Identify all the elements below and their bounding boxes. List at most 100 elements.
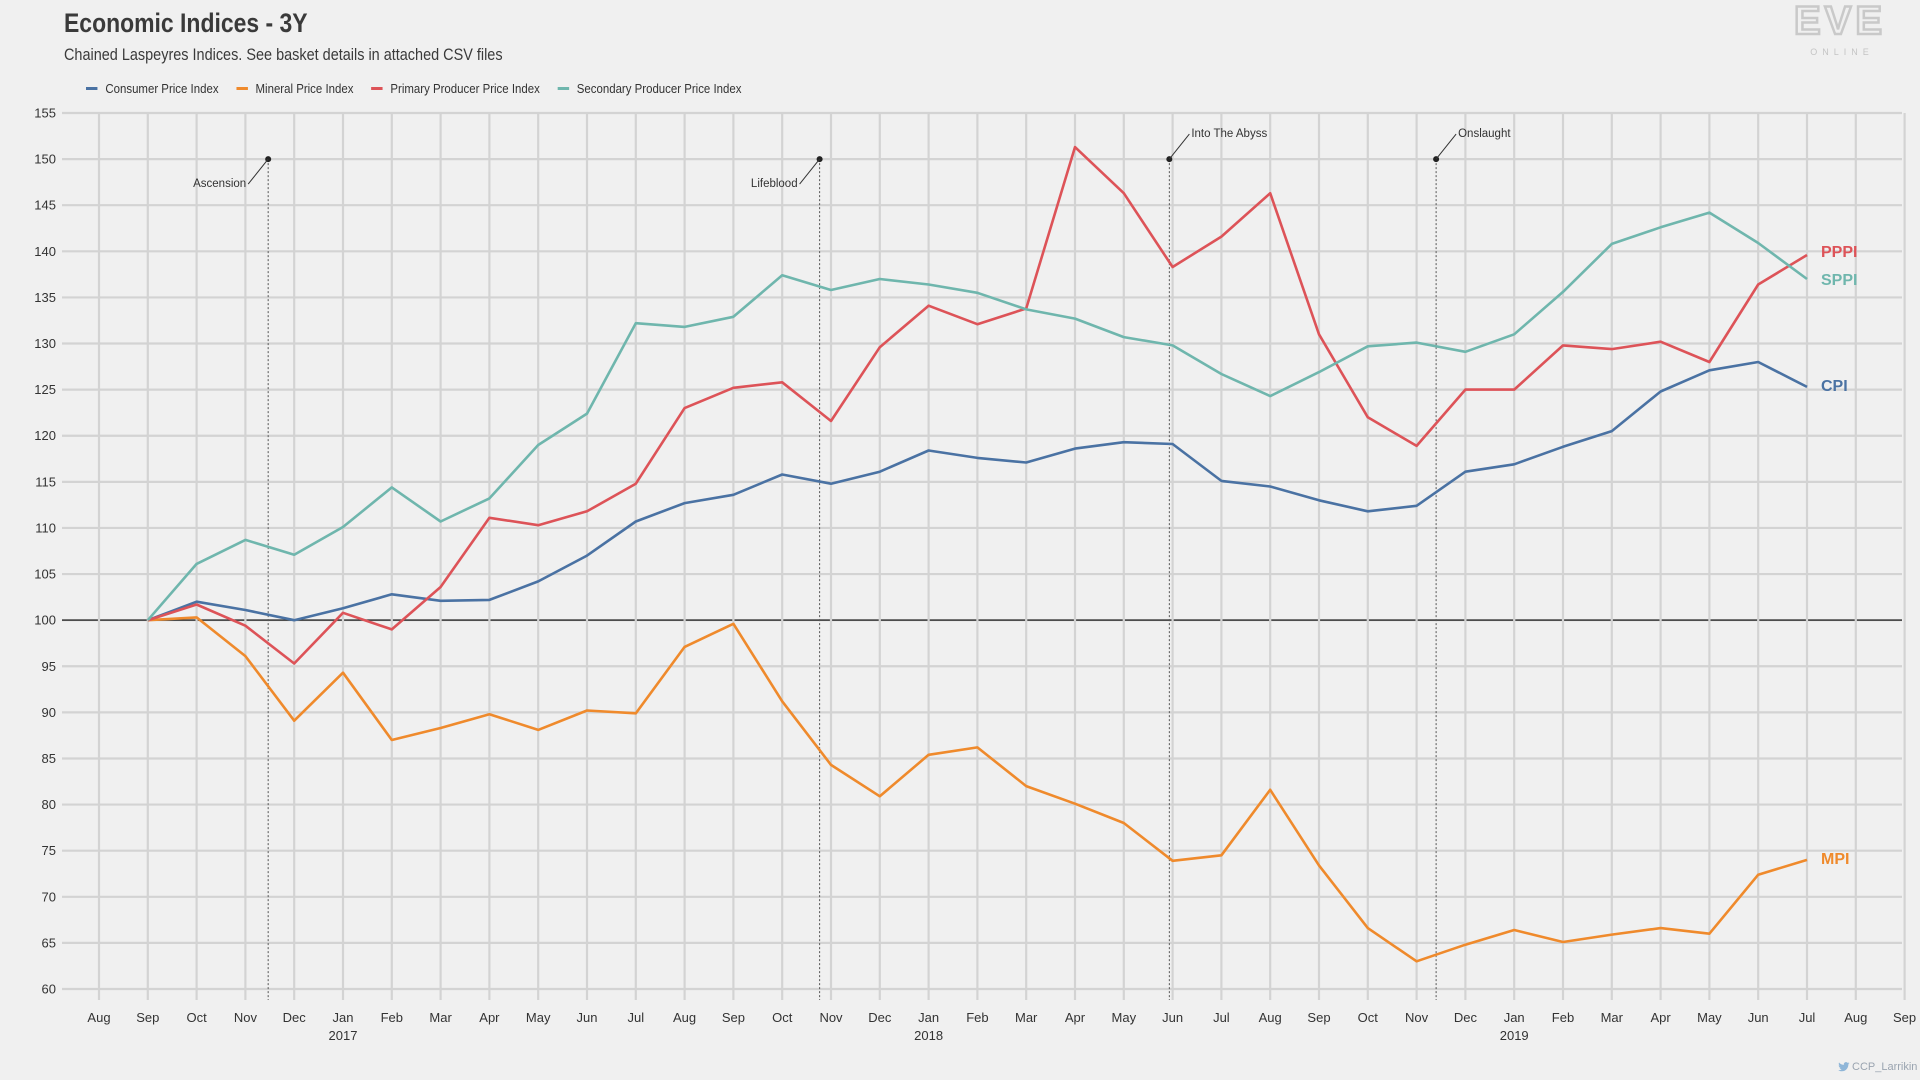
- x-tick-label: Sep: [136, 1010, 159, 1025]
- x-tick-label: Mar: [1015, 1010, 1038, 1025]
- series-line-mpi: [147, 616, 1808, 963]
- x-tick-label: Sep: [1307, 1010, 1330, 1025]
- credit-handle: CCP_Larrikin: [1852, 1061, 1918, 1073]
- x-tick-label: Oct: [772, 1010, 793, 1025]
- y-tick-label: 115: [35, 474, 56, 489]
- x-tick-label: Dec: [283, 1010, 307, 1025]
- legend-swatch: [557, 87, 569, 90]
- x-tick-label: May: [526, 1010, 551, 1025]
- event-leader: [247, 158, 269, 185]
- x-tick-label: Aug: [1844, 1010, 1867, 1025]
- x-tick-label: Feb: [1552, 1010, 1574, 1025]
- y-tick-label: 155: [34, 106, 56, 121]
- x-tick-label: Jan: [1504, 1010, 1525, 1025]
- twitter-bird-icon: [1838, 1062, 1850, 1072]
- legend-item-sppi[interactable]: Secondary Producer Price Index: [557, 81, 741, 96]
- y-tick-label: 60: [42, 982, 56, 997]
- x-tick-label: Jul: [1799, 1010, 1816, 1025]
- event-marker: Ascension: [193, 156, 272, 1000]
- x-tick-label: Jan: [333, 1010, 354, 1025]
- event-leader: [1168, 133, 1190, 160]
- chart-legend: Consumer Price Index Mineral Price Index P…: [86, 81, 741, 96]
- x-tick-label: Apr: [1650, 1010, 1671, 1025]
- x-tick-label: Oct: [186, 1010, 207, 1025]
- series-line-pppi: [147, 145, 1808, 665]
- x-tick-label: Feb: [966, 1010, 988, 1025]
- y-tick-label: 80: [42, 797, 56, 812]
- x-tick-label: Sep: [1893, 1010, 1916, 1025]
- legend-item-mpi[interactable]: Mineral Price Index: [236, 81, 353, 96]
- x-tick-label: Mar: [1601, 1010, 1624, 1025]
- y-tick-label: 140: [34, 244, 56, 259]
- series-line-sppi: [146, 211, 1808, 622]
- series-line-cpi: [147, 360, 1808, 622]
- y-tick-label: 95: [42, 659, 56, 674]
- series-end-label-pppi: PPPI: [1821, 244, 1857, 261]
- x-tick-label: Dec: [868, 1010, 892, 1025]
- y-tick-label: 110: [35, 520, 56, 535]
- x-tick-label: Apr: [479, 1010, 500, 1025]
- x-tick-label: Nov: [819, 1010, 843, 1025]
- legend-item-cpi[interactable]: Consumer Price Index: [86, 81, 219, 96]
- y-tick-label: 125: [34, 382, 56, 397]
- y-tick-label: 105: [34, 567, 56, 582]
- x-tick-label: Mar: [429, 1010, 452, 1025]
- event-marker: Lifeblood: [751, 156, 823, 1000]
- x-tick-label: Jul: [627, 1010, 644, 1025]
- eve-online-logo: EVE ONLINE: [1793, 0, 1886, 57]
- x-tick-label: Apr: [1065, 1010, 1086, 1025]
- logo-sub-text: ONLINE: [1810, 47, 1874, 57]
- logo-main-text: EVE: [1794, 0, 1886, 43]
- series-end-labels: CPI MPI PPPI SPPI: [1821, 244, 1857, 868]
- event-label: Lifeblood: [751, 178, 798, 190]
- x-tick-label: Jun: [1162, 1010, 1183, 1025]
- y-tick-label: 135: [34, 290, 56, 305]
- y-tick-label: 90: [42, 705, 56, 720]
- x-tick-label: Sep: [722, 1010, 745, 1025]
- x-year-label: 2019: [1500, 1028, 1529, 1043]
- x-tick-label: May: [1697, 1010, 1722, 1025]
- x-tick-label: May: [1112, 1010, 1137, 1025]
- x-tick-label: Nov: [1405, 1010, 1429, 1025]
- x-tick-label: Jun: [577, 1010, 598, 1025]
- legend-label: Primary Producer Price Index: [390, 81, 540, 96]
- x-tick-label: Dec: [1454, 1010, 1478, 1025]
- release-events: Ascension Lifeblood Into The Abyss Onslaugh…: [193, 128, 1511, 1000]
- y-tick-label: 75: [42, 843, 56, 858]
- event-leader: [1435, 133, 1457, 160]
- event-marker: Onslaught: [1433, 128, 1511, 1000]
- x-year-label: 2018: [914, 1028, 943, 1043]
- legend-swatch: [371, 87, 383, 90]
- event-label: Ascension: [193, 178, 246, 190]
- x-tick-label: Feb: [381, 1010, 403, 1025]
- event-leader: [799, 158, 821, 185]
- x-year-label: 2017: [329, 1028, 358, 1043]
- series-lines: [146, 145, 1808, 963]
- y-tick-label: 150: [34, 152, 56, 167]
- x-axis: Aug Sep Oct Nov Dec Jan 2017 Feb Mar Apr May Jun Jul…: [87, 1010, 1916, 1043]
- x-tick-label: Aug: [87, 1010, 110, 1025]
- y-tick-label: 120: [34, 428, 56, 443]
- author-credit[interactable]: CCP_Larrikin: [1838, 1061, 1917, 1073]
- y-tick-label: 100: [34, 613, 56, 628]
- y-tick-label: 85: [42, 751, 56, 766]
- y-tick-label: 70: [42, 889, 56, 904]
- event-label: Into The Abyss: [1191, 128, 1267, 140]
- y-tick-label: 145: [34, 198, 56, 213]
- legend-swatch: [86, 87, 98, 90]
- series-end-label-cpi: CPI: [1821, 378, 1848, 395]
- legend-item-pppi[interactable]: Primary Producer Price Index: [371, 81, 540, 96]
- grid-lines: [62, 111, 1906, 1000]
- x-tick-label: Aug: [1259, 1010, 1282, 1025]
- x-tick-label: Nov: [234, 1010, 258, 1025]
- legend-label: Mineral Price Index: [255, 81, 354, 96]
- event-marker: Into The Abyss: [1166, 128, 1267, 1000]
- chart-title: Economic Indices - 3Y: [64, 8, 308, 38]
- x-tick-label: Jan: [918, 1010, 939, 1025]
- legend-label: Consumer Price Index: [105, 81, 219, 96]
- y-axis: 60 65 70 75 80 85 90 95 100 105 110 115 120 125 130 135…: [34, 106, 56, 997]
- x-tick-label: Oct: [1358, 1010, 1379, 1025]
- series-end-label-sppi: SPPI: [1821, 272, 1857, 289]
- x-tick-label: Aug: [673, 1010, 696, 1025]
